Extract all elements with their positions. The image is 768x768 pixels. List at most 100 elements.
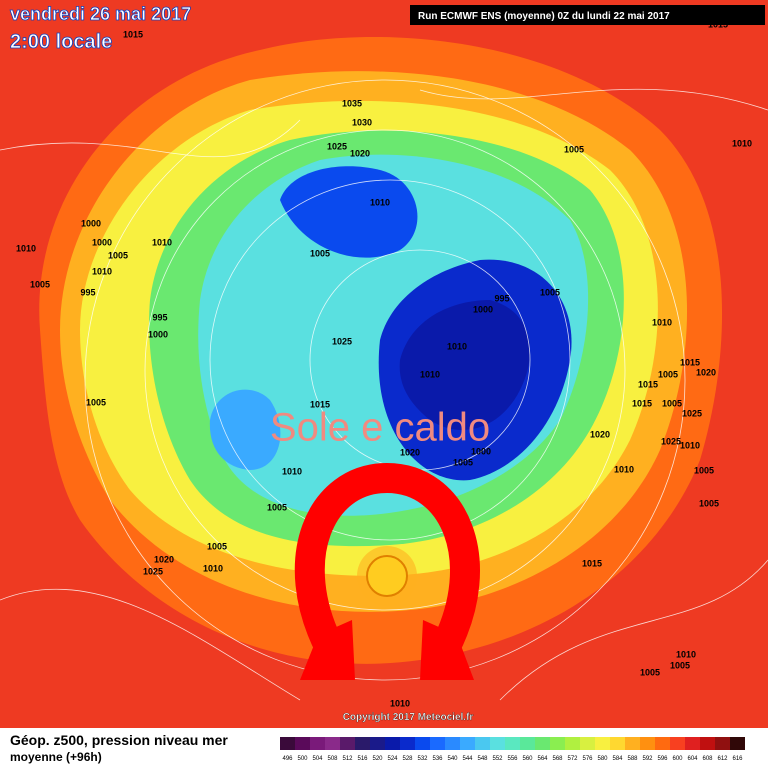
isobar-label: 1010 (652, 317, 672, 327)
low-core (399, 300, 530, 430)
isobar-label: 1005 (453, 457, 473, 467)
isobar-label: 1010 (614, 464, 634, 474)
scale-swatch (595, 737, 610, 750)
scale-swatch (310, 737, 325, 750)
scale-label: 612 (717, 756, 728, 762)
scale-label: 608 (702, 756, 713, 762)
scale-label: 588 (627, 756, 638, 762)
scale-swatch (295, 737, 310, 750)
scale-label: 592 (642, 756, 653, 762)
scale-label: 604 (687, 756, 698, 762)
scale-swatch (460, 737, 475, 750)
scale-label: 600 (672, 756, 683, 762)
isobar-label: 1030 (352, 117, 372, 127)
scale-label: 596 (657, 756, 668, 762)
scale-swatch (610, 737, 625, 750)
isobar-label: 1005 (207, 541, 227, 551)
isobar-label: 1005 (267, 502, 287, 512)
contour (0, 88, 768, 701)
copyright: Copyright 2017 Meteociel.fr (343, 712, 474, 723)
isobar-label: 1015 (310, 399, 330, 409)
scale-swatch (520, 737, 535, 750)
isobar-label: 995 (494, 293, 509, 303)
isobar-label: 1000 (81, 218, 101, 228)
isobar-label: 1010 (390, 698, 410, 708)
isobar-label: 1005 (640, 667, 660, 677)
annotation: Sole e caldo (270, 406, 490, 450)
scale-label: 516 (357, 756, 368, 762)
isobar-label: 1015 (582, 558, 602, 568)
scale-swatch (340, 737, 355, 750)
isobar-label: 1025 (661, 436, 681, 446)
isobar-label: 1000 (92, 237, 112, 247)
scale-label: 544 (462, 756, 473, 762)
isobar-label: 1025 (332, 336, 352, 346)
isobar-label: 1005 (86, 397, 106, 407)
sun-icon (357, 546, 417, 606)
scale-label: 532 (417, 756, 428, 762)
footer-title: Géop. z500, pression niveau mer (10, 732, 228, 748)
isobar-label: 1035 (342, 98, 362, 108)
scale-swatch (430, 737, 445, 750)
scale-swatch (445, 737, 460, 750)
isobar-label: 1025 (682, 408, 702, 418)
isobar-label: 1005 (670, 660, 690, 670)
isobar-label: 1015 (680, 357, 700, 367)
isobar-label: 1005 (658, 369, 678, 379)
isobar-label: 1020 (400, 447, 420, 457)
scale-swatch (655, 737, 670, 750)
contour (84, 79, 686, 681)
scale-label: 572 (567, 756, 578, 762)
scale-label: 524 (387, 756, 398, 762)
isobar-label: 1020 (350, 148, 370, 158)
low-west (280, 166, 418, 258)
scale-swatch (535, 737, 550, 750)
isobar-label: 1000 (473, 304, 493, 314)
isobar-label: 1005 (694, 465, 714, 475)
omega-foot (420, 620, 474, 680)
isobar-label: 1010 (447, 341, 467, 351)
isobar-label: 995 (152, 312, 167, 322)
isobar-label: 1020 (590, 429, 610, 439)
scale-swatch (505, 737, 520, 750)
scale-label: 564 (537, 756, 548, 762)
omega-symbol (294, 462, 480, 655)
isobar-label: 995 (80, 287, 95, 297)
scale-label: 584 (612, 756, 623, 762)
scale-label: 536 (432, 756, 443, 762)
scale-label: 556 (507, 756, 518, 762)
scale-swatch (400, 737, 415, 750)
isobar-label: 1000 (471, 446, 491, 456)
scale-swatch (640, 737, 655, 750)
isobar-label: 1010 (92, 266, 112, 276)
isobar-label: 1005 (564, 144, 584, 154)
scale-swatch (490, 737, 505, 750)
scale-label: 616 (732, 756, 743, 762)
scale-label: 500 (297, 756, 308, 762)
scale-swatch (355, 737, 370, 750)
time: 2:00 locale (10, 31, 112, 53)
scale-swatch (715, 737, 730, 750)
isobar-label: 1010 (680, 440, 700, 450)
scale-swatch (550, 737, 565, 750)
scale-label: 548 (477, 756, 488, 762)
scale-label: 504 (312, 756, 323, 762)
contour (144, 129, 626, 611)
scale-label: 512 (342, 756, 353, 762)
scale-swatch (280, 737, 295, 750)
scale-swatch (625, 737, 640, 750)
isobar-label: 1005 (662, 398, 682, 408)
isobar-label: 1010 (16, 243, 36, 253)
isobar-label: 1010 (282, 466, 302, 476)
isobar-label: 1015 (638, 379, 658, 389)
scale-label: 520 (372, 756, 383, 762)
isobar-label: 1010 (203, 563, 223, 573)
isobar-label: 1010 (420, 369, 440, 379)
scale-label: 568 (552, 756, 563, 762)
scale-label: 496 (282, 756, 293, 762)
scale-swatch (370, 737, 385, 750)
scale-swatch (670, 737, 685, 750)
isobar-label: 1010 (370, 197, 390, 207)
isobar-label: 1010 (676, 649, 696, 659)
